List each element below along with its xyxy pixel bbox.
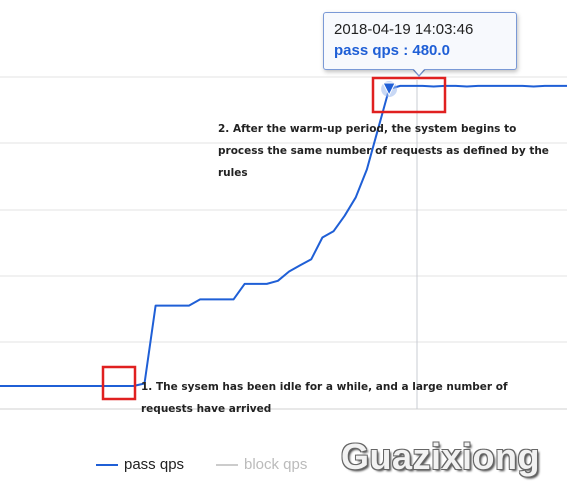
tooltip-pointer-inner <box>412 67 426 75</box>
marker-layer <box>381 81 398 97</box>
grid-lines <box>0 76 567 410</box>
legend-item-block-qps[interactable]: block qps <box>216 456 307 473</box>
legend-swatch-pass-qps <box>96 464 118 467</box>
highlight-point-marker[interactable] <box>382 82 396 97</box>
tooltip: 2018-04-19 14:03:46 pass qps : 480.0 <box>323 12 517 70</box>
highlight-box-warmup <box>371 76 447 114</box>
series-line-pass-qps <box>0 84 567 387</box>
watermark: Guazixiong <box>341 436 541 477</box>
legend-item-pass-qps[interactable]: pass qps <box>96 456 184 473</box>
series-layer <box>0 84 567 387</box>
tooltip-value: 480.0 <box>412 42 450 59</box>
annotation-idle: 1. The sysem has been idle for a while, … <box>141 381 508 415</box>
tooltip-series-label: pass qps <box>334 42 400 59</box>
legend-swatch-block-qps <box>216 464 238 467</box>
annotation-warmup: 2. After the warm-up period, the system … <box>218 123 549 179</box>
legend-label-pass-qps: pass qps <box>124 456 185 473</box>
tooltip-value-row: pass qps : 480.0 <box>334 42 450 59</box>
legend-label-block-qps: block qps <box>244 456 308 473</box>
highlight-box-idle <box>101 365 137 401</box>
tooltip-separator: : <box>399 42 413 59</box>
tooltip-timestamp: 2018-04-19 14:03:46 <box>334 21 474 38</box>
